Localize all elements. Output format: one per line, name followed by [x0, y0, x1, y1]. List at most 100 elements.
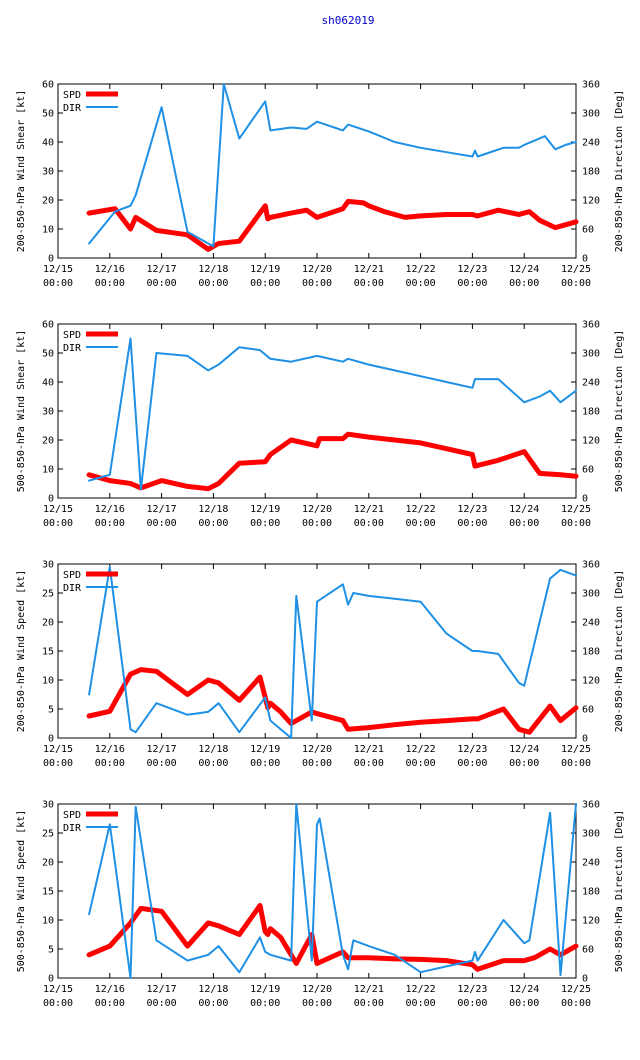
- ytick-label: 40: [42, 378, 54, 389]
- xtick-label: 12/20: [302, 744, 332, 755]
- xtick-label: 12/16: [95, 264, 125, 275]
- y2tick-label: 240: [582, 378, 600, 389]
- ytick-label: 15: [42, 887, 54, 898]
- xtick-time-label: 00:00: [509, 758, 539, 769]
- xtick-label: 12/23: [457, 984, 487, 995]
- ytick-label: 15: [42, 647, 54, 658]
- xtick-time-label: 00:00: [457, 518, 487, 529]
- legend-label-spd: SPD: [63, 330, 81, 341]
- xtick-time-label: 00:00: [561, 278, 591, 289]
- xtick-label: 12/23: [457, 504, 487, 515]
- xtick-label: 12/18: [198, 504, 228, 515]
- xtick-label: 12/22: [406, 984, 436, 995]
- xtick-time-label: 00:00: [457, 758, 487, 769]
- xtick-label: 12/19: [250, 264, 280, 275]
- spd-series-line: [86, 667, 579, 735]
- xtick-label: 12/18: [198, 984, 228, 995]
- xtick-time-label: 00:00: [302, 998, 332, 1009]
- y-axis-label: 500-850-hPa Wind Speed [kt]: [16, 810, 27, 973]
- y2tick-label: 120: [582, 196, 600, 207]
- xtick-time-label: 00:00: [250, 518, 280, 529]
- panel-1: 0 10 20 30 40 50 60 0 60 120 180 240 300 360 12/15 00:0…: [16, 80, 625, 290]
- y2-axis-label: 500-850-hPa Direction [Deg]: [614, 330, 625, 493]
- xtick-time-label: 00:00: [43, 998, 73, 1009]
- y2tick-label: 120: [582, 676, 600, 687]
- xtick-time-label: 00:00: [250, 278, 280, 289]
- xtick-label: 12/21: [354, 984, 384, 995]
- legend-label-dir: DIR: [63, 103, 82, 114]
- ytick-label: 5: [48, 705, 54, 716]
- xtick-time-label: 00:00: [147, 278, 177, 289]
- xtick-time-label: 00:00: [406, 278, 436, 289]
- xtick-label: 12/21: [354, 264, 384, 275]
- ytick-label: 10: [42, 676, 54, 687]
- xtick-time-label: 00:00: [354, 278, 384, 289]
- xtick-label: 12/23: [457, 264, 487, 275]
- xtick-label: 12/22: [406, 504, 436, 515]
- xtick-label: 12/15: [43, 264, 73, 275]
- xtick-label: 12/19: [250, 744, 280, 755]
- xtick-label: 12/20: [302, 504, 332, 515]
- y2-axis-label: 200-850-hPa Direction [Deg]: [614, 570, 625, 733]
- legend-label-spd: SPD: [63, 90, 81, 101]
- chart-title: sh062019: [322, 14, 375, 27]
- xtick-label: 12/25: [561, 744, 591, 755]
- y2tick-label: 360: [582, 80, 600, 91]
- xtick-label: 12/16: [95, 984, 125, 995]
- y2tick-label: 0: [582, 494, 588, 505]
- ytick-label: 10: [42, 916, 54, 927]
- ytick-label: 5: [48, 945, 54, 956]
- xtick-time-label: 00:00: [561, 998, 591, 1009]
- xtick-label: 12/22: [406, 264, 436, 275]
- legend-label-dir: DIR: [63, 343, 82, 354]
- spd-series-line: [86, 431, 579, 492]
- xtick-label: 12/23: [457, 744, 487, 755]
- y-axis-label: 200-850-hPa Wind Shear [kt]: [16, 90, 27, 253]
- y2tick-label: 300: [582, 829, 600, 840]
- ytick-label: 60: [42, 320, 54, 331]
- xtick-time-label: 00:00: [95, 278, 125, 289]
- y2tick-label: 60: [582, 465, 594, 476]
- xtick-label: 12/15: [43, 744, 73, 755]
- ytick-label: 0: [48, 254, 54, 265]
- xtick-time-label: 00:00: [250, 758, 280, 769]
- y2tick-label: 300: [582, 109, 600, 120]
- xtick-time-label: 00:00: [302, 518, 332, 529]
- panel-2: 0 10 20 30 40 50 60 0 60 120 180 240 300 360 12/15 00:0…: [16, 320, 625, 530]
- xtick-label: 12/21: [354, 744, 384, 755]
- ytick-label: 20: [42, 196, 54, 207]
- y2tick-label: 240: [582, 138, 600, 149]
- xtick-time-label: 00:00: [509, 998, 539, 1009]
- xtick-label: 12/21: [354, 504, 384, 515]
- xtick-label: 12/17: [147, 744, 177, 755]
- xtick-time-label: 00:00: [354, 758, 384, 769]
- xtick-time-label: 00:00: [561, 518, 591, 529]
- ytick-label: 20: [42, 618, 54, 629]
- y2tick-label: 0: [582, 254, 588, 265]
- xtick-label: 12/16: [95, 504, 125, 515]
- y2tick-label: 300: [582, 589, 600, 600]
- xtick-label: 12/15: [43, 984, 73, 995]
- xtick-time-label: 00:00: [250, 998, 280, 1009]
- legend-label-dir: DIR: [63, 823, 82, 834]
- plot-frame: [57, 83, 577, 259]
- y2tick-label: 60: [582, 705, 594, 716]
- y2tick-label: 360: [582, 320, 600, 331]
- ytick-label: 25: [42, 829, 54, 840]
- ytick-label: 0: [48, 734, 54, 745]
- xtick-label: 12/19: [250, 504, 280, 515]
- ytick-label: 20: [42, 436, 54, 447]
- y2tick-label: 180: [582, 167, 600, 178]
- xtick-time-label: 00:00: [509, 518, 539, 529]
- y2tick-label: 300: [582, 349, 600, 360]
- panel-3: 05101520253006012018024030036012/1500:00…: [16, 560, 625, 770]
- xtick-time-label: 00:00: [406, 758, 436, 769]
- y2tick-label: 60: [582, 225, 594, 236]
- xtick-label: 12/24: [509, 984, 539, 995]
- ytick-label: 20: [42, 858, 54, 869]
- y2tick-label: 360: [582, 560, 600, 571]
- xtick-label: 12/18: [198, 744, 228, 755]
- ytick-label: 60: [42, 80, 54, 91]
- xtick-time-label: 00:00: [43, 758, 73, 769]
- xtick-label: 12/24: [509, 264, 539, 275]
